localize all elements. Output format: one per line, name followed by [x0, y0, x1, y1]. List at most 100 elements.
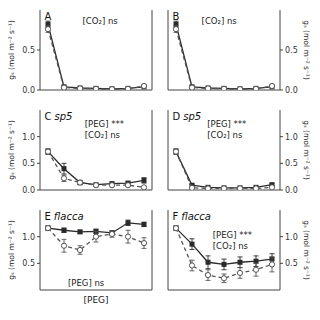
tick-label: 1.0 — [22, 133, 35, 142]
axis-line — [40, 110, 41, 190]
panel-letter: E — [44, 211, 50, 222]
axis-line — [40, 210, 41, 290]
marker — [93, 183, 98, 188]
series — [173, 149, 274, 190]
marker — [253, 186, 258, 190]
error-cap — [62, 174, 67, 175]
series-line — [176, 152, 272, 189]
axis-line — [168, 110, 169, 190]
tick-label: 0.0 — [285, 86, 298, 95]
axis-line — [152, 110, 153, 190]
tick-mark — [37, 190, 40, 191]
error-bar — [222, 259, 227, 270]
plot-area — [173, 21, 274, 90]
error-cap — [222, 274, 227, 275]
axis-line — [280, 210, 281, 290]
panel: 0.00.51.0gₛ (mol m⁻² s⁻¹)Csp5[PEG] ***[C… — [7, 110, 152, 195]
marker — [205, 272, 210, 277]
error-bar — [174, 149, 179, 154]
marker — [62, 166, 67, 171]
marker — [238, 260, 243, 265]
marker — [93, 234, 98, 239]
axis-line — [168, 210, 169, 290]
marker — [142, 178, 147, 183]
tick-mark — [280, 50, 283, 51]
tick-mark — [37, 236, 40, 237]
error-cap — [94, 231, 99, 232]
tick-label: 1.0 — [22, 233, 35, 242]
series — [45, 26, 146, 90]
series-line — [176, 29, 272, 89]
error-cap — [142, 237, 147, 238]
panel: 0.00.51.0gₛ (mol m⁻² s⁻¹)Dsp5[PEG] ***[C… — [168, 110, 311, 195]
marker — [221, 276, 226, 281]
marker — [254, 86, 259, 90]
marker — [222, 86, 227, 90]
error-bar — [254, 263, 259, 276]
error-bar — [206, 270, 211, 281]
marker — [221, 186, 226, 190]
series — [46, 21, 147, 90]
annotation: [CO₂] ns — [207, 130, 243, 140]
axis-line — [168, 10, 169, 90]
error-cap — [94, 242, 99, 243]
error-bar — [142, 238, 147, 249]
annotation: [PEG] *** — [85, 119, 124, 129]
error-bar — [238, 268, 243, 279]
error-cap — [254, 263, 259, 264]
error-bar — [46, 149, 51, 154]
error-bar — [62, 228, 67, 232]
series-line — [176, 24, 272, 88]
plot-area — [45, 149, 146, 190]
marker — [205, 186, 210, 190]
tick-label: 0.5 — [285, 259, 298, 268]
marker — [254, 259, 259, 264]
panel-subtitle: sp5 — [54, 111, 72, 122]
marker — [61, 85, 66, 90]
annotation: [PEG] *** — [213, 230, 252, 240]
marker — [142, 84, 147, 89]
error-cap — [206, 280, 211, 281]
marker — [141, 185, 146, 190]
series-line — [48, 152, 144, 188]
error-bar — [238, 257, 243, 268]
panel-subtitle: flacca — [181, 211, 211, 222]
marker — [206, 86, 211, 91]
series-line — [48, 29, 144, 89]
error-cap — [190, 249, 195, 250]
error-cap — [238, 256, 243, 257]
marker — [253, 86, 258, 90]
axis-line — [168, 290, 280, 291]
axis-label: gₛ (mol m⁻² s⁻¹) — [7, 220, 16, 280]
tick-mark — [37, 90, 40, 91]
panel-letter: D — [172, 111, 180, 122]
panel-label: Dsp5 — [172, 111, 201, 122]
marker — [141, 83, 146, 88]
plot-area — [45, 220, 146, 254]
error-cap — [190, 238, 195, 239]
error-cap — [126, 243, 131, 244]
marker — [78, 86, 83, 91]
marker — [174, 226, 179, 231]
error-bar — [78, 230, 83, 233]
series — [174, 226, 275, 270]
marker — [189, 85, 194, 90]
tick-mark — [280, 90, 283, 91]
marker — [77, 86, 82, 90]
error-cap — [254, 255, 259, 256]
marker — [238, 86, 243, 90]
tick-mark — [37, 136, 40, 137]
panel-label: Eflacca — [44, 211, 83, 222]
plot-area — [45, 21, 146, 90]
axis-label: gₛ (mol m⁻² s⁻¹) — [302, 20, 311, 80]
plot-area — [173, 149, 274, 190]
panel-label: Fflacca — [172, 211, 210, 222]
marker — [237, 270, 242, 275]
marker — [77, 247, 82, 252]
tick-mark — [37, 50, 40, 51]
marker — [45, 226, 50, 231]
error-bar — [62, 163, 67, 174]
error-cap — [190, 260, 195, 261]
error-cap — [62, 239, 67, 240]
axis-line — [40, 190, 152, 191]
